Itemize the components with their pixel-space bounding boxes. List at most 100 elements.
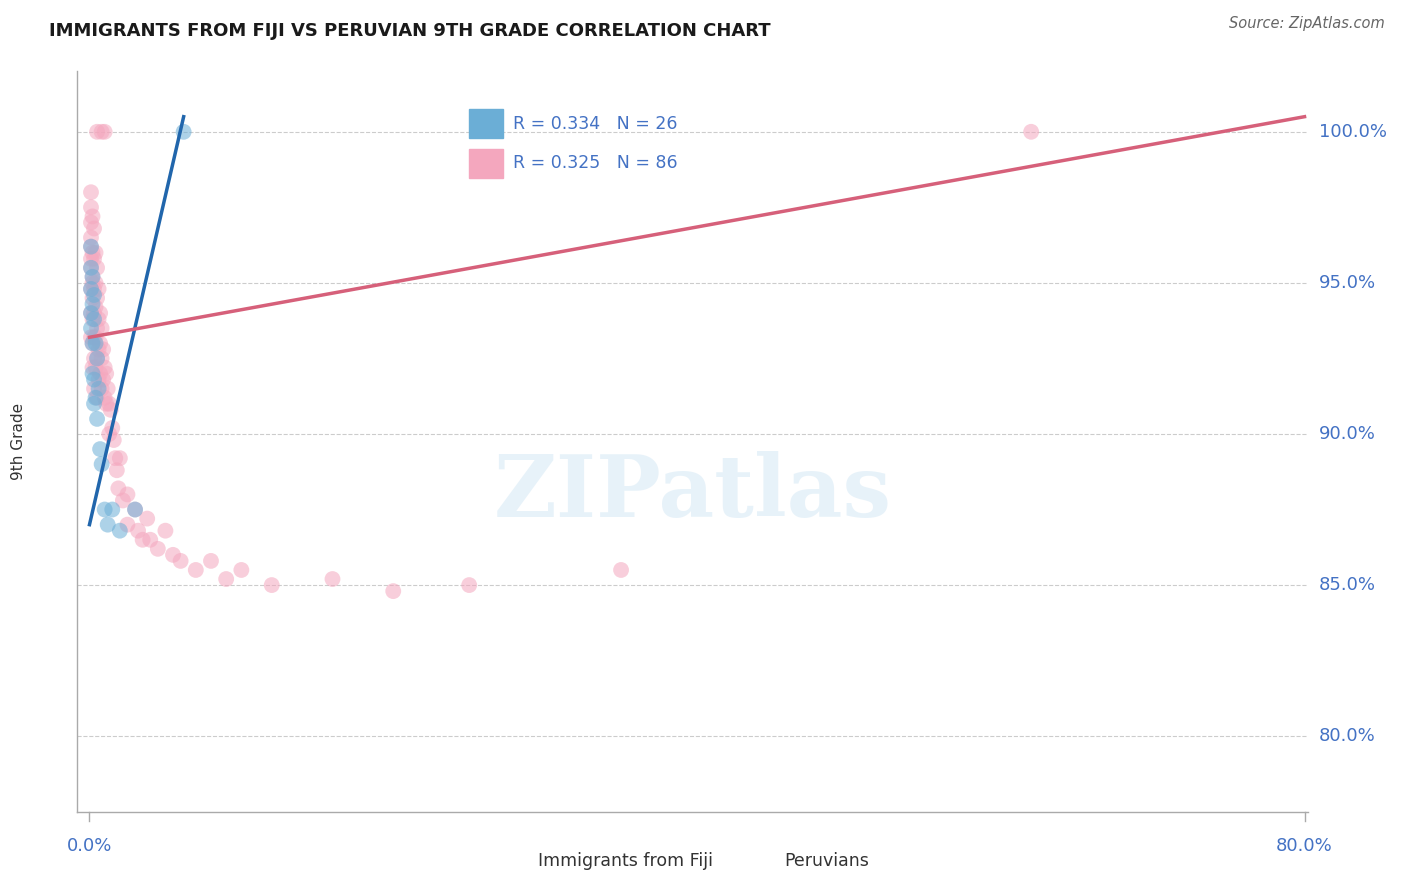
Point xyxy=(162,548,184,562)
Text: 95.0%: 95.0% xyxy=(1319,274,1376,292)
Point xyxy=(89,367,111,381)
Point xyxy=(86,412,108,426)
Point xyxy=(89,442,111,456)
Point xyxy=(84,276,107,290)
Bar xyxy=(468,149,503,178)
Point xyxy=(131,533,153,547)
Point xyxy=(90,457,112,471)
Point xyxy=(84,336,107,351)
Point xyxy=(382,584,405,599)
Point xyxy=(136,511,159,525)
Point xyxy=(82,336,104,351)
Point xyxy=(87,373,110,387)
Point xyxy=(93,125,115,139)
Point xyxy=(124,502,146,516)
Text: 80.0%: 80.0% xyxy=(1319,727,1375,745)
Point xyxy=(83,382,105,396)
Point xyxy=(83,282,105,296)
Point xyxy=(87,382,110,396)
Point xyxy=(82,245,104,260)
Point xyxy=(83,351,105,366)
Point xyxy=(82,312,104,326)
Point xyxy=(82,367,104,381)
Point xyxy=(82,297,104,311)
Point xyxy=(84,330,107,344)
Point xyxy=(86,291,108,305)
Text: R = 0.334   N = 26: R = 0.334 N = 26 xyxy=(513,115,678,133)
Point xyxy=(87,343,110,357)
Point xyxy=(260,578,283,592)
Point xyxy=(80,239,103,253)
Point xyxy=(80,260,103,275)
Point xyxy=(83,373,105,387)
Point xyxy=(82,269,104,284)
Point xyxy=(96,397,118,411)
Text: 90.0%: 90.0% xyxy=(1319,425,1375,443)
Point xyxy=(83,306,105,320)
Point xyxy=(80,252,103,266)
Point xyxy=(80,230,103,244)
Point xyxy=(82,291,104,305)
Text: 0.0%: 0.0% xyxy=(67,837,112,855)
Text: 100.0%: 100.0% xyxy=(1319,123,1386,141)
Point xyxy=(231,563,253,577)
Point xyxy=(184,563,207,577)
Point xyxy=(155,524,177,538)
Point xyxy=(146,541,169,556)
Point xyxy=(80,306,103,320)
Point xyxy=(215,572,238,586)
Point xyxy=(84,245,107,260)
Point xyxy=(83,397,105,411)
Point xyxy=(84,391,107,405)
Text: R = 0.325   N = 86: R = 0.325 N = 86 xyxy=(513,154,678,172)
Point xyxy=(83,330,105,344)
Point xyxy=(83,312,105,326)
Point xyxy=(80,186,103,200)
Point xyxy=(80,239,103,253)
Point xyxy=(108,524,131,538)
Point xyxy=(111,493,134,508)
Point xyxy=(82,276,104,290)
Point xyxy=(93,391,115,405)
Point xyxy=(80,282,103,296)
Point xyxy=(80,282,103,296)
Point xyxy=(83,288,105,302)
Point xyxy=(139,533,162,547)
Point xyxy=(80,321,103,335)
Point xyxy=(97,517,120,532)
Text: Peruvians: Peruvians xyxy=(785,852,869,870)
Text: Immigrants from Fiji: Immigrants from Fiji xyxy=(538,852,713,870)
Point xyxy=(86,351,108,366)
Point xyxy=(86,125,108,139)
Point xyxy=(80,330,103,344)
Point xyxy=(108,451,131,466)
Point xyxy=(91,373,114,387)
Point xyxy=(90,321,112,335)
Point xyxy=(93,502,115,516)
Point xyxy=(91,343,114,357)
Point xyxy=(97,382,120,396)
Point xyxy=(83,252,105,266)
Point xyxy=(169,554,191,568)
Text: 85.0%: 85.0% xyxy=(1319,576,1375,594)
Text: 9th Grade: 9th Grade xyxy=(11,403,27,480)
Point xyxy=(80,215,103,229)
Text: 80.0%: 80.0% xyxy=(1277,837,1333,855)
Point xyxy=(200,554,222,568)
Point xyxy=(84,300,107,314)
Point xyxy=(80,260,103,275)
Point xyxy=(89,336,111,351)
Bar xyxy=(468,110,503,138)
Point xyxy=(321,572,343,586)
Point xyxy=(87,312,110,326)
Point xyxy=(173,125,195,139)
Point xyxy=(90,351,112,366)
Point xyxy=(84,360,107,375)
Point xyxy=(124,502,146,516)
Point xyxy=(82,336,104,351)
Text: IMMIGRANTS FROM FIJI VS PERUVIAN 9TH GRADE CORRELATION CHART: IMMIGRANTS FROM FIJI VS PERUVIAN 9TH GRA… xyxy=(49,22,770,40)
Point xyxy=(105,463,128,477)
Point xyxy=(127,524,149,538)
Point xyxy=(117,517,139,532)
Point xyxy=(90,382,112,396)
